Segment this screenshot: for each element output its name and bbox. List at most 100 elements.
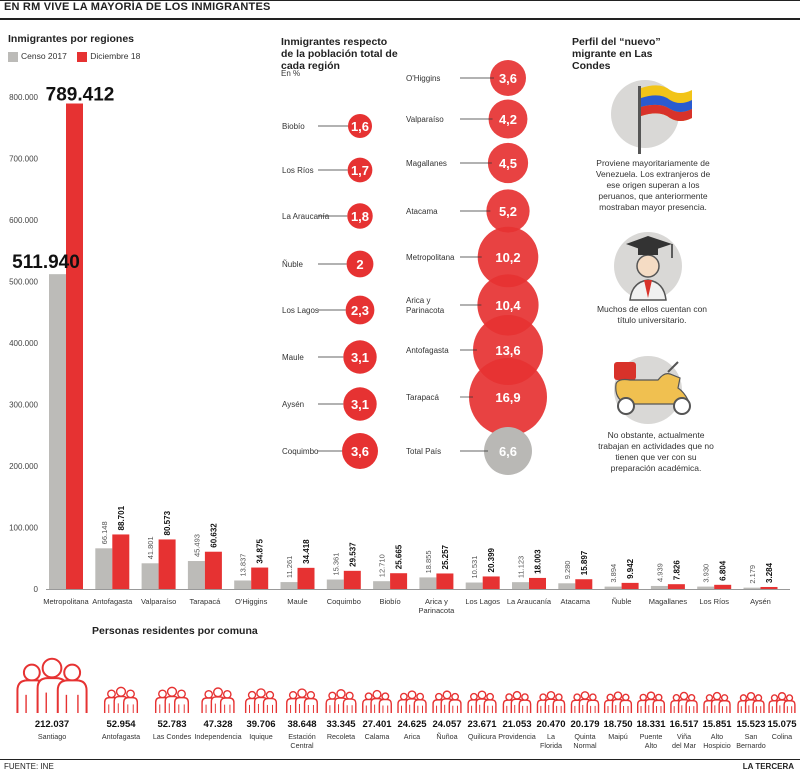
- bar-diciembre-18: [297, 567, 315, 589]
- bar-diciembre-18: [667, 584, 685, 589]
- legend-diciembre: Diciembre 18: [90, 51, 141, 61]
- bubble: [348, 114, 372, 138]
- x-category-label: Antofagasta: [92, 597, 133, 606]
- comuna-value: 47.328: [203, 719, 232, 730]
- bar-diciembre-18: [529, 577, 546, 589]
- bubble-value: 10,2: [495, 250, 520, 265]
- bubble-region-label: La Araucanía: [282, 212, 330, 221]
- bar-value-censo: 11.261: [285, 556, 294, 578]
- bar-diciembre-18: [66, 103, 83, 589]
- bubble: [342, 433, 378, 469]
- page-title: EN RM VIVE LA MAYORÍA DE LOS INMIGRANTES: [4, 1, 271, 13]
- bubble: [347, 157, 373, 183]
- bar-value-diciembre: 20.399: [487, 547, 496, 572]
- comuna-value: 52.783: [157, 719, 186, 730]
- comuna-label: Hospicio: [703, 741, 731, 750]
- bubble-region-label: Coquimbo: [282, 447, 319, 456]
- comuna-value: 21.053: [502, 719, 531, 730]
- legend-censo: Censo 2017: [21, 51, 67, 61]
- bubble-value: 5,2: [499, 204, 517, 219]
- people-group-icon: [16, 657, 88, 713]
- source-note: FUENTE: INE: [4, 762, 54, 771]
- comuna-label: Independencia: [194, 732, 241, 741]
- bubble-region-label: Total País: [406, 447, 441, 456]
- bubble-region-label: Magallanes: [406, 159, 447, 168]
- comuna-label: Iquique: [249, 732, 273, 741]
- bubble-value: 3,6: [351, 444, 369, 459]
- bar-censo-2017: [419, 577, 437, 589]
- x-category-label: La Araucanía: [507, 597, 552, 606]
- bar-value-diciembre: 789.412: [46, 85, 115, 106]
- bubble-region-label: Ñuble: [282, 260, 303, 269]
- bubble-region-label: Tarapacá: [406, 393, 439, 402]
- bar-value-diciembre: 3.284: [765, 562, 774, 583]
- bubble: [343, 387, 377, 421]
- bar-value-censo: 15.361: [331, 553, 340, 576]
- bar-value-censo: 2.179: [748, 565, 757, 584]
- venezuela-flag-icon: [600, 78, 700, 163]
- x-category-label: Biobío: [379, 597, 400, 606]
- bar-value-diciembre: 34.875: [256, 539, 265, 564]
- bar-censo-2017: [280, 582, 298, 589]
- people-group-icon: [103, 686, 139, 713]
- comuna-label: del Mar: [672, 741, 697, 750]
- pictogram-title: Personas residentes por comuna: [92, 625, 258, 637]
- bar-value-censo: 12.710: [378, 554, 387, 577]
- bar-diciembre-18: [343, 570, 361, 589]
- bar-value-diciembre: 18.003: [534, 549, 543, 574]
- comuna-label: Bernardo: [736, 741, 766, 750]
- bar-value-censo: 13.837: [239, 554, 248, 577]
- comuna-label: Alto: [645, 741, 657, 750]
- comuna-label: Quinta: [574, 732, 595, 741]
- comuna-label: Calama: [365, 732, 390, 741]
- bubble: [345, 295, 375, 325]
- people-group-icon: [703, 691, 731, 713]
- bar-value-diciembre: 7.826: [672, 560, 681, 581]
- comuna-value: 39.706: [246, 719, 275, 730]
- x-category-label: Arica y: [425, 597, 448, 606]
- legend-red-swatch: [77, 51, 88, 62]
- people-group-icon: [286, 688, 318, 713]
- comuna-label: Alto: [711, 732, 723, 741]
- bar-diciembre-18: [760, 586, 778, 589]
- bubble: [347, 203, 373, 229]
- people-group-icon: [397, 690, 427, 713]
- brand-logo: LA TERCERA: [742, 762, 794, 771]
- x-category-label: Coquimbo: [327, 597, 361, 606]
- graduate-icon: [612, 228, 692, 308]
- y-tick-label: 200.000: [9, 462, 38, 471]
- bar-censo-2017: [650, 585, 668, 589]
- bar-diciembre-18: [482, 576, 500, 589]
- comuna-value: 15.851: [702, 719, 732, 730]
- y-tick-label: 0: [34, 585, 39, 594]
- bar-chart-title: Inmigrantes por regiones: [8, 33, 135, 45]
- bar-value-diciembre: 34.418: [302, 539, 311, 564]
- comuna-label: Puente: [640, 732, 663, 741]
- bar-value-diciembre: 15.897: [580, 550, 589, 575]
- bubble-region-label: Valparaíso: [406, 115, 444, 124]
- x-category-label: O'Higgins: [235, 597, 268, 606]
- x-category-label: Maule: [287, 597, 307, 606]
- people-group-icon: [670, 691, 698, 713]
- bar-value-diciembre: 88.701: [117, 505, 126, 530]
- bubble-value: 4,2: [499, 112, 517, 127]
- bubble-unit: En %: [281, 69, 301, 78]
- comuna-value: 23.671: [467, 719, 497, 730]
- people-group-icon: [201, 687, 235, 713]
- bubble-region-label: Atacama: [406, 207, 438, 216]
- comuna-label: Central: [290, 741, 314, 750]
- people-group-icon: [154, 686, 190, 713]
- comuna-label: Maipú: [608, 732, 628, 741]
- people-group-icon: [637, 691, 665, 713]
- people-group-icon: [768, 692, 796, 713]
- x-category-label: Tarapacá: [189, 597, 221, 606]
- comuna-label: Arica: [404, 732, 420, 741]
- bubble: [486, 189, 530, 233]
- x-category-label: Valparaíso: [141, 597, 176, 606]
- legend-gray-swatch: [8, 51, 18, 62]
- bar-value-censo: 18.855: [424, 550, 433, 573]
- comuna-value: 20.179: [570, 719, 599, 730]
- comuna-value: 18.750: [603, 719, 632, 730]
- bar-value-censo: 3.894: [609, 564, 618, 583]
- comuna-value: 18.331: [636, 719, 666, 730]
